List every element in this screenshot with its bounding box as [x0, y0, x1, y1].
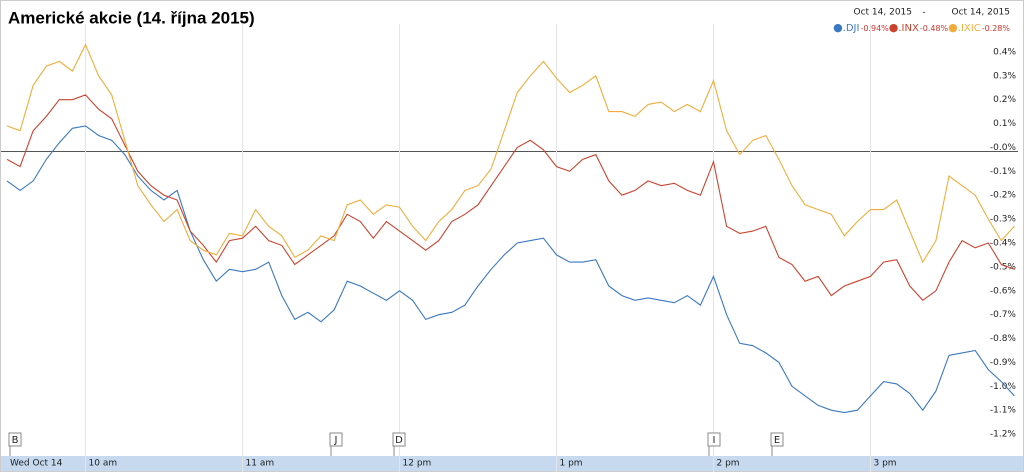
annotation-flag: J — [329, 432, 343, 456]
y-tick-label: 0.1% — [993, 119, 1016, 129]
flag-label: E — [774, 435, 780, 446]
x-tick-label: 11 am — [246, 459, 275, 469]
series-line — [6, 94, 1015, 302]
flag-label: I — [713, 435, 716, 446]
date-end: Oct 14, 2015 — [952, 8, 1011, 18]
series-line — [6, 43, 1015, 264]
legend-change: -0.28% — [982, 24, 1011, 33]
legend-marker: ● — [833, 21, 843, 34]
y-tick-label: -0.0% — [990, 143, 1017, 153]
annotation-flag: E — [770, 432, 784, 456]
y-tick-label: 0.3% — [993, 71, 1016, 81]
y-tick-label: -0.6% — [990, 286, 1017, 296]
y-tick-label: 0.2% — [993, 95, 1016, 105]
series-line — [6, 125, 1015, 414]
y-tick-label: -1.0% — [990, 382, 1017, 392]
legend-name: .IXIC — [958, 23, 981, 34]
y-tick-label: -0.7% — [990, 310, 1017, 320]
flag-label: J — [334, 435, 338, 446]
legend-change: -0.94% — [860, 24, 889, 33]
chart-title: Americké akcie (14. října 2015) — [8, 8, 255, 27]
x-tick-label: 1 pm — [560, 459, 583, 469]
annotation-flag: B — [8, 432, 22, 456]
x-tick-label: 12 pm — [403, 459, 432, 469]
legend-change: -0.48% — [920, 24, 949, 33]
y-tick-label: -0.2% — [990, 191, 1017, 201]
flag-label: D — [395, 435, 403, 446]
legend-name: .DJI — [843, 23, 860, 34]
date-separator: - — [922, 8, 925, 18]
legend-marker: ● — [889, 21, 899, 34]
x-axis-strip — [1, 456, 1023, 471]
legend: ●.DJI-0.94%●.INX-0.48%●.IXIC-0.28% — [833, 21, 1010, 34]
y-tick-label: -0.5% — [990, 262, 1017, 272]
y-tick-label: -1.2% — [990, 430, 1017, 440]
y-tick-label: -0.8% — [990, 334, 1017, 344]
y-tick-label: -1.1% — [990, 406, 1017, 416]
legend-marker: ● — [948, 21, 958, 34]
x-tick-label: Wed Oct 14 — [10, 459, 63, 469]
y-tick-label: -0.1% — [990, 167, 1017, 177]
y-tick-label: -0.3% — [990, 215, 1017, 225]
x-tick-label: 3 pm — [874, 459, 897, 469]
annotation-flag: I — [707, 432, 721, 456]
flag-box — [8, 432, 22, 447]
y-tick-label: -0.4% — [990, 239, 1017, 249]
legend-name: .INX — [898, 23, 919, 34]
annotation-flag: D — [392, 432, 406, 456]
x-tick-label: 10 am — [89, 459, 118, 469]
flag-box — [770, 432, 784, 447]
x-tick-label: 2 pm — [717, 459, 740, 469]
flag-label: B — [12, 435, 19, 446]
y-tick-label: -0.9% — [990, 358, 1017, 368]
y-tick-label: 0.4% — [993, 47, 1016, 57]
flag-box — [707, 432, 721, 447]
date-start: Oct 14, 2015 — [854, 8, 913, 18]
flag-box — [392, 432, 406, 447]
flag-box — [329, 432, 343, 447]
